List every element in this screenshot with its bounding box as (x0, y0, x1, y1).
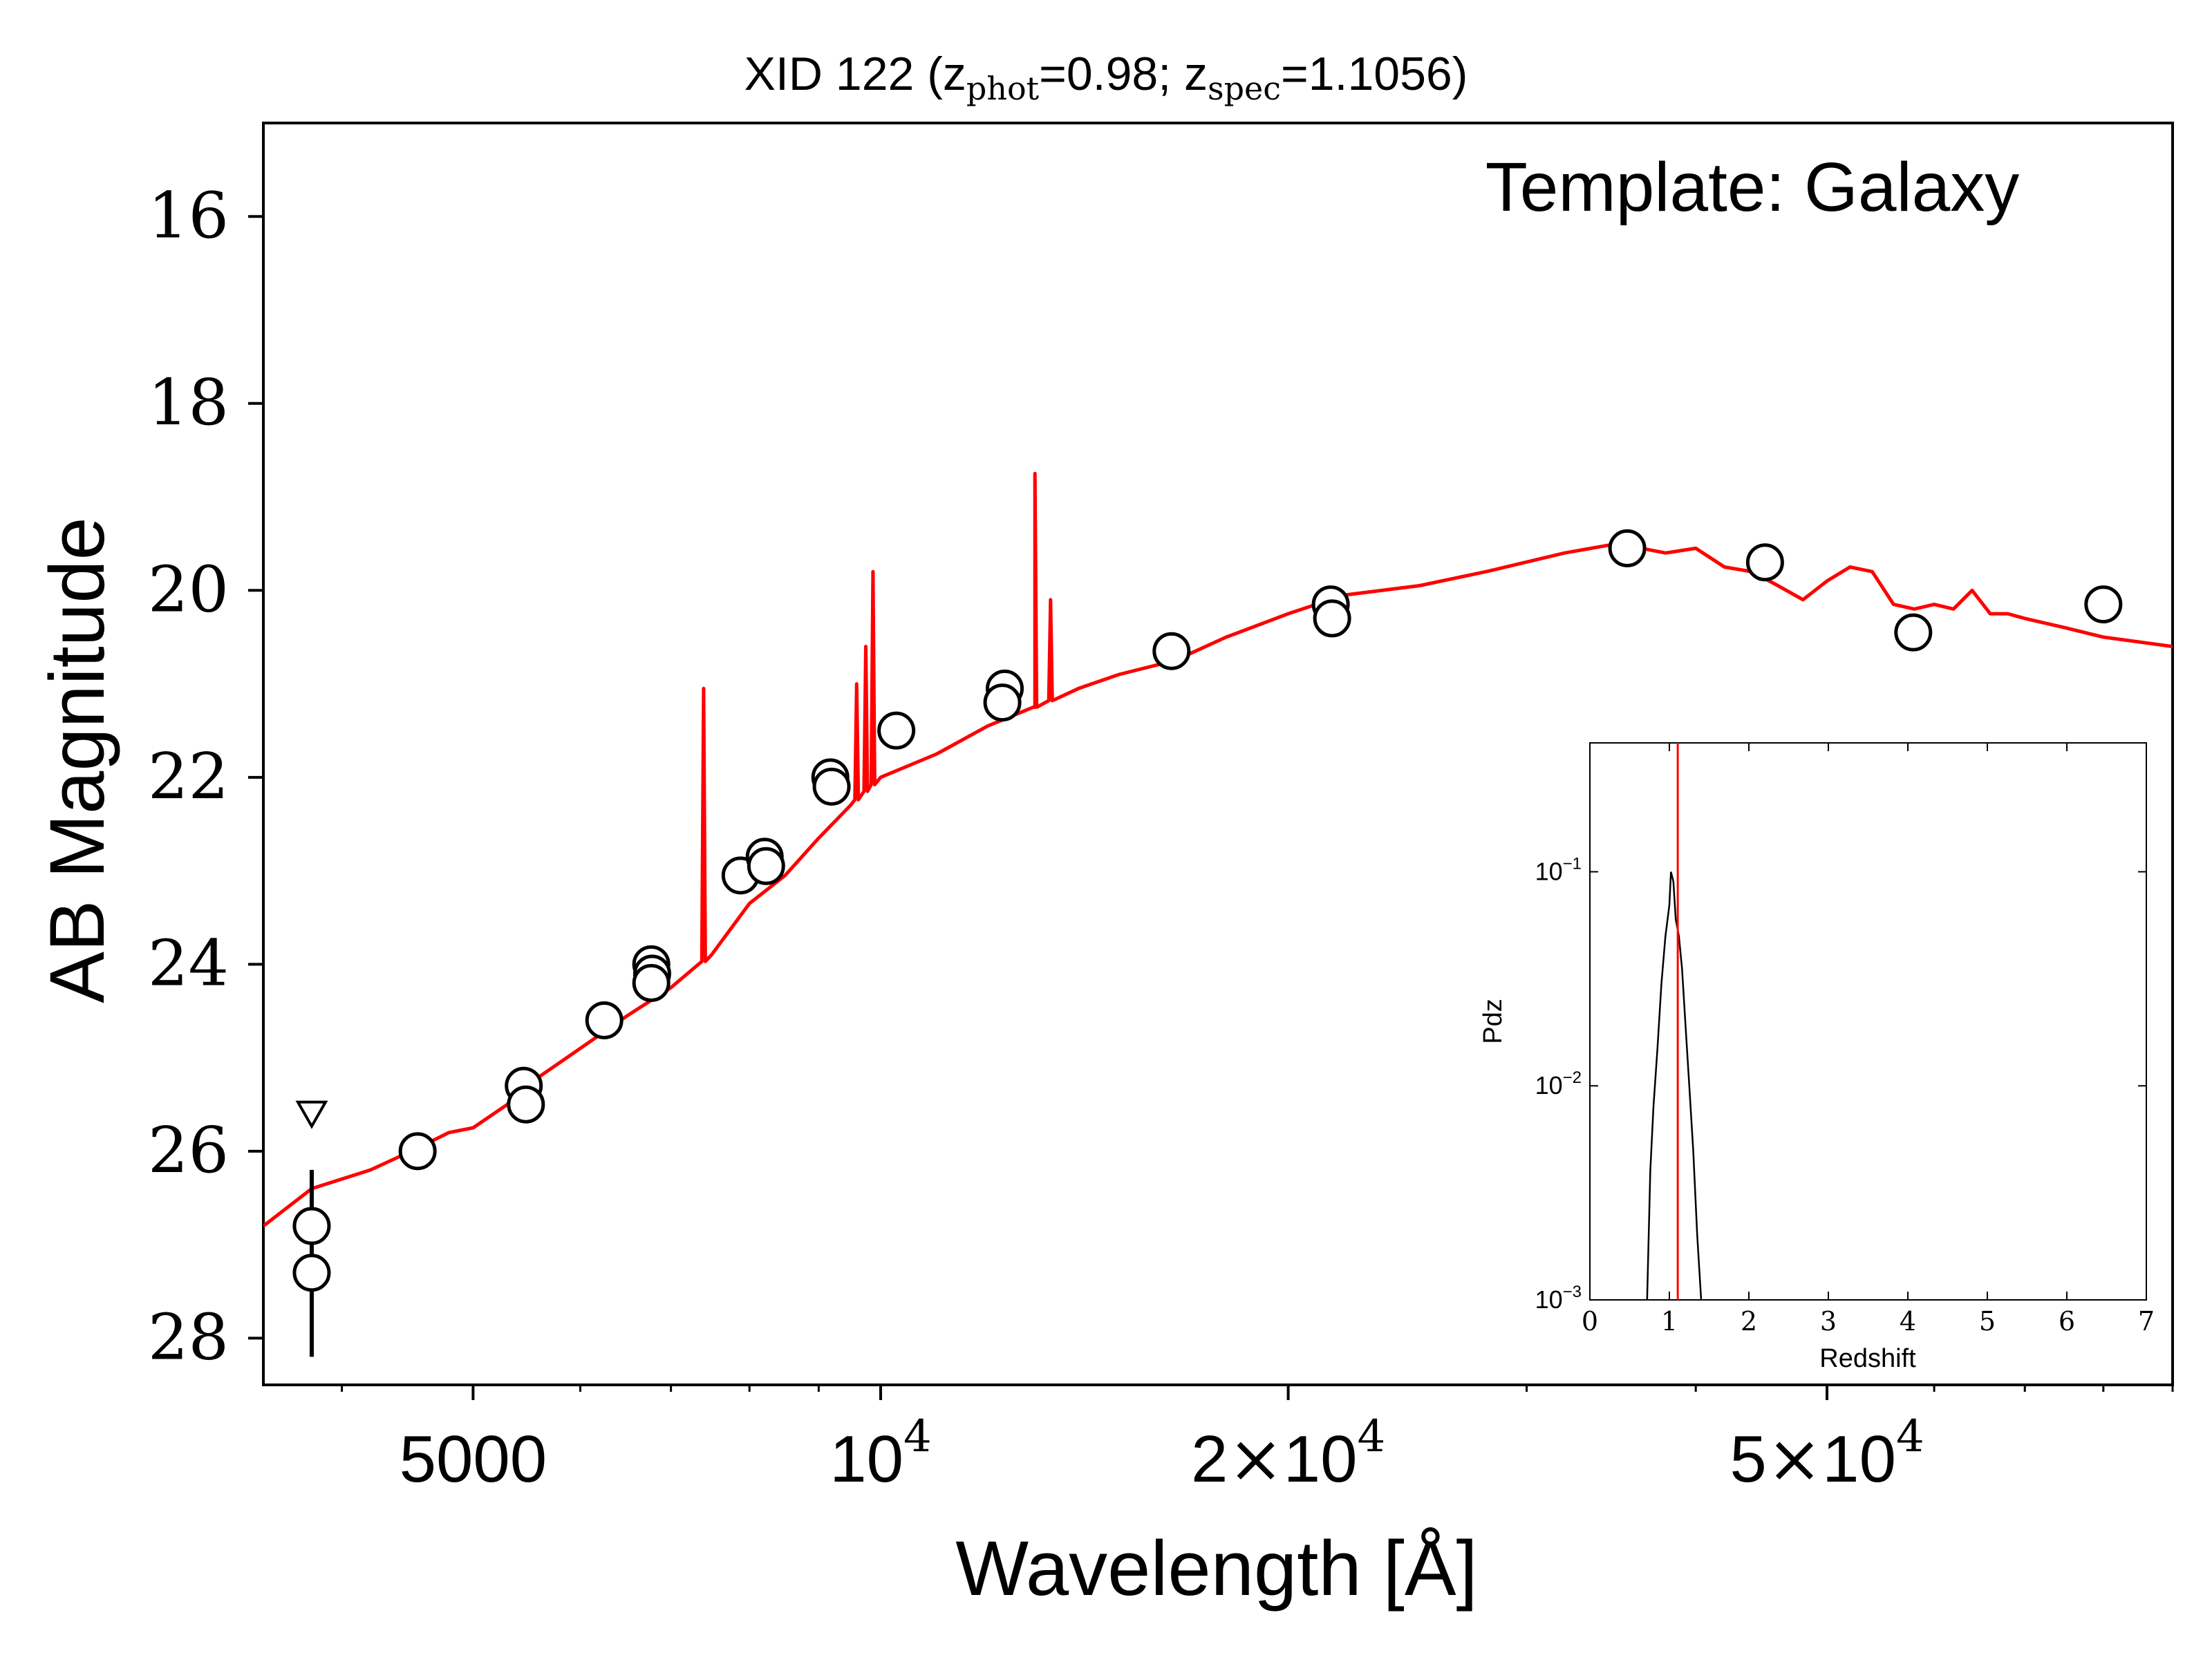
photometry-point (812, 767, 851, 806)
photometry-point (292, 1254, 331, 1292)
x-tick-label: 5000 (400, 1422, 547, 1496)
photometry-point (1608, 529, 1647, 567)
photometry-point (877, 711, 916, 750)
photometry-point (1894, 613, 1933, 652)
inset-frame (1589, 742, 2147, 1301)
upper-limit-marker (295, 1100, 328, 1129)
x-tick-label: 2×104 (1191, 1411, 1385, 1498)
template-spectrum-line (263, 471, 2173, 1228)
photometry-point (983, 683, 1022, 722)
inset-x-axis-label: Redshift (1819, 1344, 1916, 1373)
inset-x-tick-label: 0 (1582, 1306, 1598, 1337)
y-tick-label: 28 (148, 1300, 229, 1374)
inset-y-tick-label: 10−3 (1535, 1283, 1582, 1314)
inset-background (1469, 719, 2167, 1382)
photometry-point (1745, 543, 1784, 582)
photometry-point (632, 963, 671, 1002)
photometry-point (2084, 585, 2123, 624)
y-tick-label: 16 (148, 178, 229, 252)
inset-y-tick-label: 10−1 (1535, 854, 1582, 885)
photometry-point (1313, 599, 1351, 638)
y-tick-label: 18 (148, 366, 229, 440)
photometry-point (585, 1001, 624, 1039)
inset-x-tick-label: 2 (1741, 1306, 1757, 1337)
plot-frame (262, 122, 2174, 1386)
photometry-point (292, 1207, 331, 1245)
inset-x-tick-label: 4 (1900, 1306, 1916, 1337)
photometry-point (747, 847, 785, 885)
pdz-curve (1646, 871, 1703, 1301)
inset-y-tick-label: 10−2 (1535, 1068, 1582, 1099)
y-tick-label: 20 (148, 552, 229, 626)
chart-title: XID 122 (zphot=0.98; zspec=1.1056) (744, 48, 1468, 107)
y-axis-label: AB Magnitude (34, 517, 120, 1003)
x-tick-label: 104 (830, 1411, 932, 1496)
inset-x-tick-label: 3 (1820, 1306, 1837, 1337)
inset-x-tick-label: 6 (2059, 1306, 2075, 1337)
y-tick-label: 26 (148, 1113, 229, 1187)
photometry-point (507, 1085, 545, 1124)
inset-y-axis-label: Pdz (1479, 999, 1508, 1044)
photometry-point (1152, 632, 1191, 670)
inset-x-tick-label: 7 (2138, 1306, 2155, 1337)
y-tick-label: 22 (148, 739, 229, 813)
photometry-point (398, 1132, 437, 1171)
x-axis-label: Wavelength [Å] (955, 1525, 1477, 1612)
template-annotation: Template: Galaxy (1485, 149, 2020, 226)
x-tick-label: 5×104 (1730, 1411, 1924, 1498)
inset-x-tick-label: 1 (1661, 1306, 1678, 1337)
y-tick-label: 24 (148, 926, 229, 1000)
inset-x-tick-label: 5 (1979, 1306, 1996, 1337)
